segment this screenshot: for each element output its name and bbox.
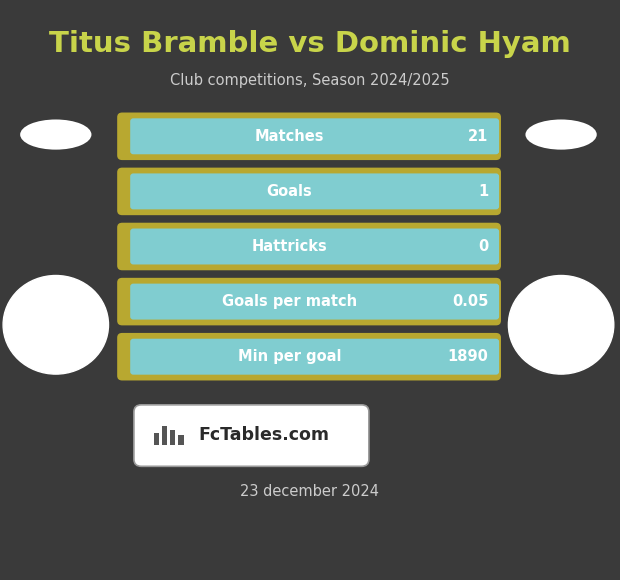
FancyBboxPatch shape: [130, 339, 499, 375]
Text: Titus Bramble vs Dominic Hyam: Titus Bramble vs Dominic Hyam: [49, 30, 571, 57]
Text: 21: 21: [468, 129, 489, 144]
Text: 1890: 1890: [448, 349, 489, 364]
Text: 0.05: 0.05: [452, 294, 489, 309]
Circle shape: [3, 276, 108, 374]
FancyBboxPatch shape: [117, 333, 501, 380]
Text: 23 december 2024: 23 december 2024: [241, 484, 379, 499]
FancyBboxPatch shape: [117, 113, 501, 160]
FancyBboxPatch shape: [117, 278, 501, 325]
Text: Matches: Matches: [255, 129, 324, 144]
Text: Goals per match: Goals per match: [222, 294, 357, 309]
Text: FcTables.com: FcTables.com: [198, 426, 329, 444]
Ellipse shape: [526, 119, 596, 150]
FancyBboxPatch shape: [130, 284, 499, 320]
FancyBboxPatch shape: [178, 435, 184, 445]
FancyBboxPatch shape: [130, 173, 499, 209]
Text: 0: 0: [478, 239, 489, 254]
FancyBboxPatch shape: [130, 118, 499, 154]
Text: Min per goal: Min per goal: [237, 349, 341, 364]
FancyBboxPatch shape: [170, 430, 175, 445]
Text: Goals: Goals: [267, 184, 312, 199]
FancyBboxPatch shape: [117, 168, 501, 215]
FancyBboxPatch shape: [130, 229, 499, 264]
Text: Hattricks: Hattricks: [251, 239, 327, 254]
FancyBboxPatch shape: [162, 426, 167, 445]
FancyBboxPatch shape: [134, 405, 369, 466]
Circle shape: [508, 276, 614, 374]
FancyBboxPatch shape: [117, 223, 501, 270]
FancyBboxPatch shape: [154, 433, 159, 445]
Text: Club competitions, Season 2024/2025: Club competitions, Season 2024/2025: [170, 72, 450, 88]
Text: 1: 1: [478, 184, 489, 199]
Ellipse shape: [20, 119, 92, 150]
